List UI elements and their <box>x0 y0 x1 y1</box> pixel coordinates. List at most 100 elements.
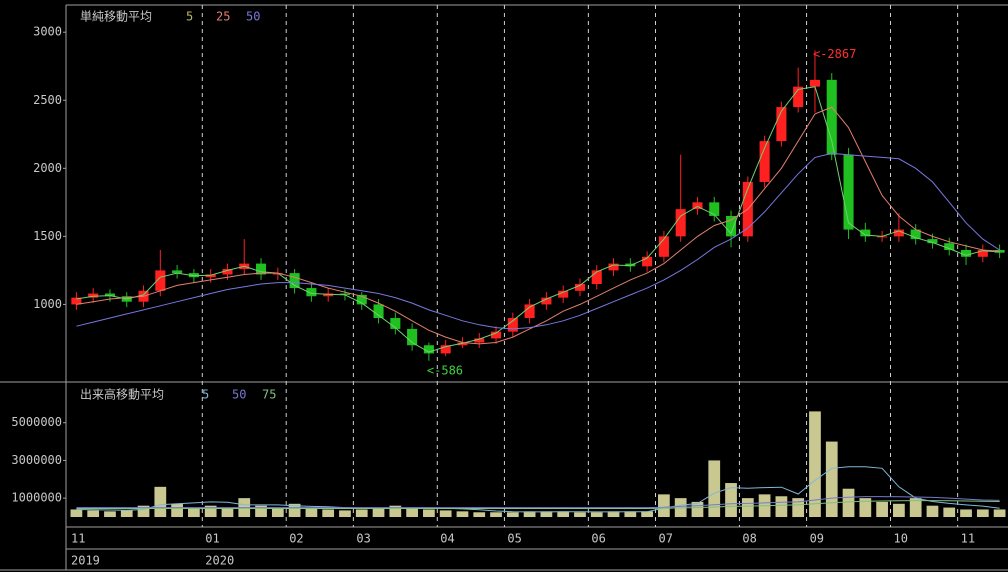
volume-bar <box>255 505 267 517</box>
volume-bar <box>825 441 838 517</box>
volume-bar <box>658 494 670 517</box>
volume-bar <box>87 510 100 517</box>
ma-line <box>76 496 1000 509</box>
y-tick-label: 2500 <box>33 93 62 107</box>
volume-bar <box>355 509 368 517</box>
volume-bar <box>372 507 385 517</box>
volume-bar <box>741 498 754 517</box>
candle-body <box>423 345 434 354</box>
volume-bar <box>490 512 502 517</box>
candle-body <box>910 229 921 240</box>
candle-body <box>860 229 871 237</box>
volume-bar <box>960 509 972 517</box>
volume-bar <box>204 505 217 517</box>
volume-bar <box>976 509 989 517</box>
candle-body <box>88 293 99 298</box>
candle-body <box>222 269 233 275</box>
candle-body <box>776 107 787 142</box>
volume-bar <box>842 488 855 517</box>
ma-line <box>76 500 1000 509</box>
legend-entry: 25 <box>216 10 230 24</box>
legend-entry: 5 <box>186 10 193 24</box>
candle-body <box>155 270 166 291</box>
volume-bar <box>893 503 905 517</box>
volume-bar <box>540 511 553 517</box>
volume-bar <box>809 411 821 517</box>
volume-bar <box>775 496 788 517</box>
candle-body <box>675 209 686 237</box>
x-tick-label: 05 <box>507 532 521 546</box>
volume-bar <box>523 511 536 517</box>
candle-body <box>407 328 418 346</box>
volume-bar <box>305 507 318 517</box>
legend-entry: 75 <box>262 388 276 402</box>
candle-body <box>373 304 384 319</box>
candle-body <box>524 304 535 319</box>
x-tick-label: 04 <box>440 532 454 546</box>
volume-bar <box>607 511 620 517</box>
candle-body <box>289 273 300 289</box>
volume-bar <box>876 501 888 517</box>
candle-body <box>558 290 569 298</box>
volume-bar <box>943 507 956 517</box>
volume-bar <box>574 512 586 517</box>
ma-line <box>76 152 1000 330</box>
candle-body <box>591 270 602 285</box>
x-tick-label: 07 <box>659 532 673 546</box>
volume-bar <box>590 512 603 517</box>
volume-bar <box>624 511 637 517</box>
year-label: 2019 <box>71 554 100 568</box>
volume-bar <box>188 507 200 517</box>
volume-bar <box>993 509 1006 517</box>
candle-body <box>356 294 367 305</box>
candle-body <box>188 273 199 278</box>
volume-bar <box>221 507 234 517</box>
volume-bar <box>389 505 402 517</box>
candle-body <box>809 79 820 87</box>
candle-body <box>390 318 401 329</box>
candle-body <box>491 331 502 339</box>
candle-body <box>339 293 350 295</box>
volume-bar <box>641 511 653 517</box>
y-tick-label: 3000 <box>33 25 62 39</box>
candle-body <box>726 215 737 237</box>
candle-body <box>658 236 669 257</box>
candle-body <box>642 256 653 267</box>
y-tick-label: 5000000 <box>11 415 62 429</box>
x-tick-label: 11 <box>961 532 975 546</box>
x-tick-label: 01 <box>205 532 219 546</box>
x-tick-label: 03 <box>356 532 370 546</box>
volume-bar <box>792 498 805 517</box>
legend-entry: 50 <box>232 388 246 402</box>
volume-bar <box>557 511 570 517</box>
x-tick-label: 06 <box>591 532 605 546</box>
volume-bar <box>909 498 922 517</box>
legend-entry: 50 <box>246 10 260 24</box>
panel-title: 単純移動平均 <box>80 10 152 24</box>
volume-bar <box>859 498 872 517</box>
candle-body <box>759 141 770 182</box>
volume-bar <box>456 511 469 517</box>
volume-bar <box>691 501 704 517</box>
candle-body <box>306 288 317 297</box>
year-label: 2020 <box>205 554 234 568</box>
candle-body <box>961 249 972 257</box>
candle-body <box>457 342 468 346</box>
candle-body <box>474 338 485 343</box>
candle-body <box>440 345 451 354</box>
candle-body <box>944 243 955 250</box>
candle-body <box>507 318 518 332</box>
volume-bar <box>708 460 721 517</box>
candle-body <box>104 293 115 297</box>
annotation: <-2867 <box>813 47 856 61</box>
x-tick-label: 02 <box>289 532 303 546</box>
candle-body <box>205 274 216 278</box>
y-tick-label: 1000000 <box>11 491 62 505</box>
volume-bar <box>171 503 183 517</box>
ma-line <box>76 86 1000 353</box>
annotation: <-586 <box>427 363 463 377</box>
candle-body <box>541 297 552 305</box>
x-tick-label: 08 <box>742 532 756 546</box>
volume-bar <box>506 512 519 517</box>
